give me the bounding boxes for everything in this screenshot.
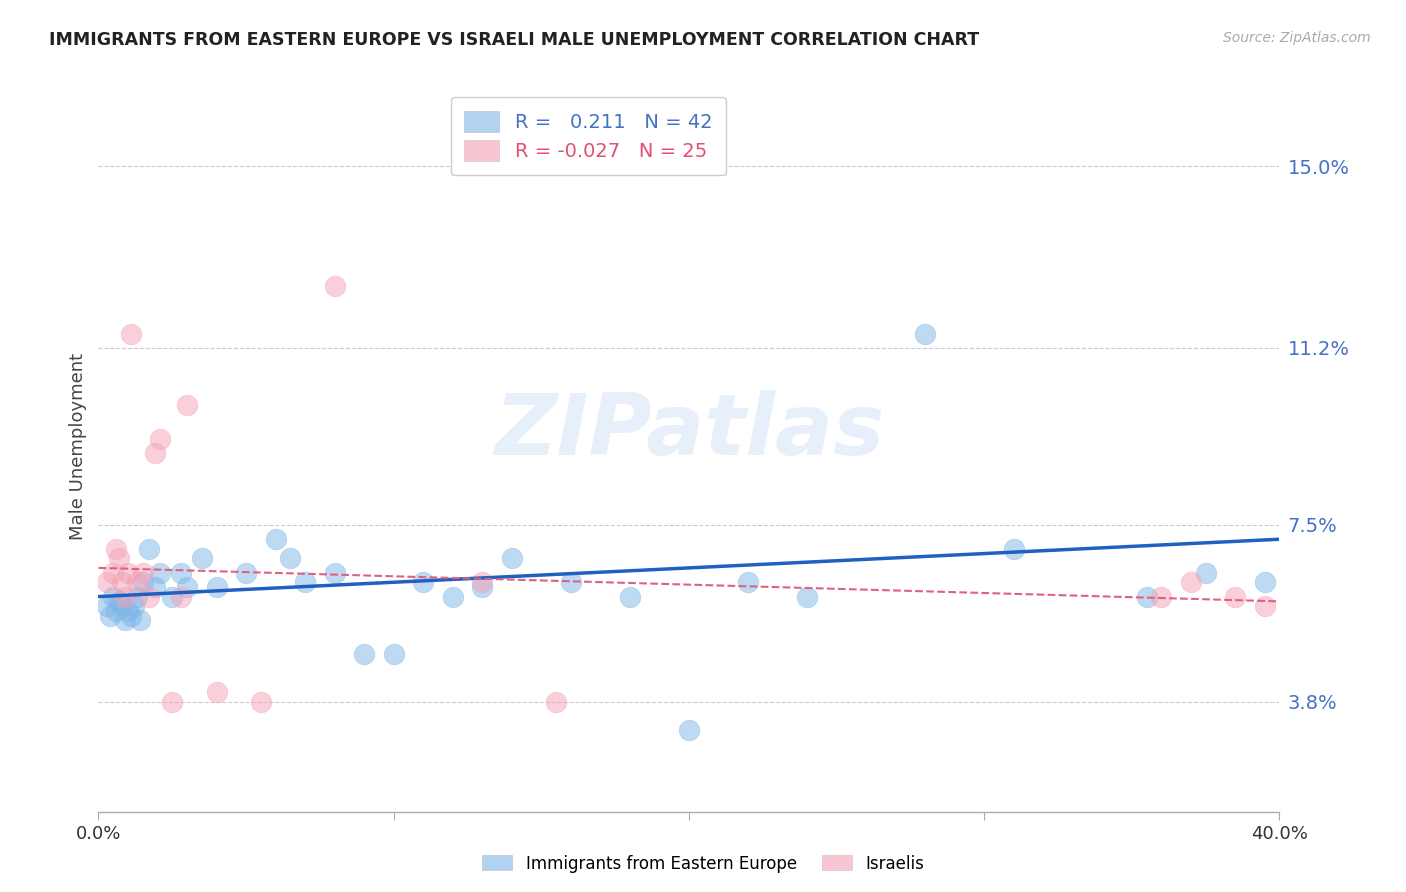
Point [471,575,494,590]
Point [280,551,302,566]
Point [98,608,121,623]
Point [1002,541,1025,556]
Point [323,566,346,580]
Legend: Immigrants from Eastern Europe, Israelis: Immigrants from Eastern Europe, Israelis [475,848,931,880]
Point [162,590,183,604]
Point [117,604,139,618]
Point [120,608,142,623]
Point [323,278,346,293]
Point [501,551,523,566]
Point [176,580,198,594]
Point [737,575,759,590]
Point [353,647,375,661]
Point [1254,599,1277,614]
Point [103,566,125,580]
Point [96,575,118,590]
Point [108,594,131,608]
Y-axis label: Male Unemployment: Male Unemployment [69,352,87,540]
Text: IMMIGRANTS FROM EASTERN EUROPE VS ISRAELI MALE UNEMPLOYMENT CORRELATION CHART: IMMIGRANTS FROM EASTERN EUROPE VS ISRAEL… [49,31,980,49]
Point [1254,575,1277,590]
Point [1225,590,1247,604]
Point [96,599,118,614]
Point [149,432,172,446]
Point [138,590,160,604]
Point [105,541,128,556]
Point [294,575,316,590]
Point [1195,566,1218,580]
Point [117,566,139,580]
Point [796,590,818,604]
Point [132,566,155,580]
Point [546,695,568,709]
Point [125,590,148,604]
Point [105,604,128,618]
Point [176,398,198,412]
Point [108,551,131,566]
Point [205,685,228,699]
Point [191,551,214,566]
Point [103,590,125,604]
Point [1136,590,1159,604]
Point [1150,590,1173,604]
Point [264,533,287,547]
Point [143,446,166,460]
Point [678,723,700,738]
Point [138,541,160,556]
Point [235,566,257,580]
Point [205,580,228,594]
Point [114,614,136,628]
Point [619,590,641,604]
Point [560,575,582,590]
Point [128,614,150,628]
Point [412,575,434,590]
Text: ZIPatlas: ZIPatlas [494,390,884,473]
Point [170,590,193,604]
Point [143,580,166,594]
Text: Source: ZipAtlas.com: Source: ZipAtlas.com [1223,31,1371,45]
Point [122,599,145,614]
Point [471,580,494,594]
Point [162,695,183,709]
Point [250,695,273,709]
Point [111,599,134,614]
Point [441,590,464,604]
Point [120,326,142,341]
Legend: R =   0.211   N = 42, R = -0.027   N = 25: R = 0.211 N = 42, R = -0.027 N = 25 [451,97,725,175]
Point [149,566,172,580]
Point [382,647,405,661]
Point [1180,575,1202,590]
Point [111,575,134,590]
Point [132,575,155,590]
Point [914,326,936,341]
Point [170,566,193,580]
Point [114,590,136,604]
Point [125,575,148,590]
